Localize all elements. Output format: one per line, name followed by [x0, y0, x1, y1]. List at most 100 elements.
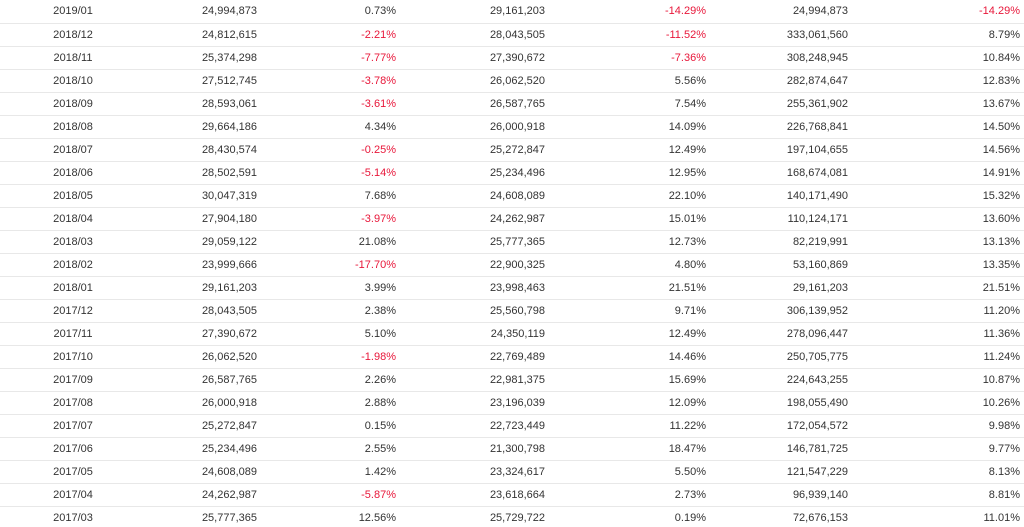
table-row: 2017/08 26,000,918 2.88% 23,196,039 12.09% 19… — [0, 391, 1024, 414]
month-cell: 2017/05 — [53, 465, 93, 478]
table-row: 2017/09 26,587,765 2.26% 22,981,375 15.69% 22… — [0, 368, 1024, 391]
change-2-cell: 4.80% — [674, 258, 706, 271]
value-1-cell: 28,430,574 — [201, 143, 257, 156]
change-3-cell: 9.98% — [988, 419, 1020, 432]
value-3-cell: 308,248,945 — [786, 51, 848, 64]
month-cell: 2017/12 — [53, 304, 93, 317]
table-row: 2018/06 28,502,591 -5.14% 25,234,496 12.95% 1… — [0, 161, 1024, 184]
change-2-cell: 15.01% — [668, 212, 706, 225]
change-3-cell: 8.81% — [988, 488, 1020, 501]
change-1-cell: -3.61% — [361, 97, 396, 110]
value-2-cell: 25,272,847 — [489, 143, 545, 156]
value-1-cell: 27,904,180 — [201, 212, 257, 225]
month-cell: 2019/01 — [53, 5, 93, 18]
value-2-cell: 21,300,798 — [489, 442, 545, 455]
change-1-cell: 2.55% — [364, 442, 396, 455]
change-2-cell: 2.73% — [674, 488, 706, 501]
month-cell: 2018/05 — [53, 189, 93, 202]
value-3-cell: 306,139,952 — [786, 304, 848, 317]
change-1-cell: 1.42% — [364, 465, 396, 478]
table-row: 2017/03 25,777,365 12.56% 25,729,722 0.19% 72… — [0, 506, 1024, 527]
change-3-cell: 13.67% — [982, 97, 1020, 110]
change-1-cell: -1.98% — [361, 350, 396, 363]
change-1-cell: 3.99% — [364, 281, 396, 294]
change-3-cell: 10.87% — [982, 373, 1020, 386]
change-1-cell: 12.56% — [358, 511, 396, 524]
change-2-cell: 15.69% — [668, 373, 706, 386]
change-3-cell: 9.77% — [988, 442, 1020, 455]
change-3-cell: 13.35% — [982, 258, 1020, 271]
change-3-cell: 14.50% — [982, 120, 1020, 133]
value-1-cell: 24,812,615 — [201, 28, 257, 41]
value-1-cell: 25,234,496 — [201, 442, 257, 455]
change-2-cell: -11.52% — [665, 28, 706, 41]
month-cell: 2017/09 — [53, 373, 93, 386]
table-row: 2019/01 24,994,873 0.73% 29,161,203 -14.29% 2… — [0, 0, 1024, 23]
table-row: 2018/02 23,999,666 -17.70% 22,900,325 4.80% 5… — [0, 253, 1024, 276]
change-1-cell: -3.78% — [361, 74, 396, 87]
value-2-cell: 23,324,617 — [489, 465, 545, 478]
month-cell: 2018/11 — [53, 51, 93, 64]
month-cell: 2017/10 — [53, 350, 93, 363]
month-cell: 2017/08 — [53, 396, 93, 409]
value-1-cell: 26,062,520 — [201, 350, 257, 363]
table-row: 2018/11 25,374,298 -7.77% 27,390,672 -7.36% 3… — [0, 46, 1024, 69]
value-3-cell: 29,161,203 — [792, 281, 848, 294]
month-cell: 2018/08 — [53, 120, 93, 133]
change-3-cell: 10.84% — [982, 51, 1020, 64]
value-2-cell: 25,729,722 — [489, 511, 545, 524]
value-2-cell: 22,981,375 — [489, 373, 545, 386]
change-1-cell: 21.08% — [358, 235, 396, 248]
change-1-cell: -2.21% — [361, 28, 396, 41]
change-1-cell: -3.97% — [361, 212, 396, 225]
table-row: 2017/11 27,390,672 5.10% 24,350,119 12.49% 27… — [0, 322, 1024, 345]
value-3-cell: 140,171,490 — [786, 189, 848, 202]
month-cell: 2017/03 — [53, 511, 93, 524]
value-2-cell: 26,062,520 — [489, 74, 545, 87]
change-1-cell: -5.14% — [361, 166, 396, 179]
value-1-cell: 29,161,203 — [201, 281, 257, 294]
month-cell: 2017/06 — [53, 442, 93, 455]
value-3-cell: 333,061,560 — [786, 28, 848, 41]
value-3-cell: 53,160,869 — [792, 258, 848, 271]
table-row: 2017/06 25,234,496 2.55% 21,300,798 18.47% 14… — [0, 437, 1024, 460]
value-3-cell: 197,104,655 — [786, 143, 848, 156]
table-row: 2018/09 28,593,061 -3.61% 26,587,765 7.54% 25… — [0, 92, 1024, 115]
value-1-cell: 28,043,505 — [201, 304, 257, 317]
change-2-cell: -7.36% — [671, 51, 706, 64]
value-3-cell: 168,674,081 — [786, 166, 848, 179]
change-2-cell: 5.50% — [674, 465, 706, 478]
change-2-cell: 12.49% — [668, 327, 706, 340]
change-1-cell: -0.25% — [361, 143, 396, 156]
change-1-cell: 4.34% — [364, 120, 396, 133]
month-cell: 2018/09 — [53, 97, 93, 110]
value-3-cell: 226,768,841 — [786, 120, 848, 133]
month-cell: 2018/03 — [53, 235, 93, 248]
change-2-cell: 12.09% — [668, 396, 706, 409]
table-row: 2018/07 28,430,574 -0.25% 25,272,847 12.49% 1… — [0, 138, 1024, 161]
value-2-cell: 23,196,039 — [489, 396, 545, 409]
table-row: 2018/03 29,059,122 21.08% 25,777,365 12.73% 8… — [0, 230, 1024, 253]
change-3-cell: 14.91% — [982, 166, 1020, 179]
change-3-cell: 14.56% — [982, 143, 1020, 156]
value-1-cell: 27,512,745 — [201, 74, 257, 87]
value-2-cell: 29,161,203 — [489, 5, 545, 18]
value-1-cell: 27,390,672 — [201, 327, 257, 340]
value-3-cell: 24,994,873 — [792, 5, 848, 18]
month-cell: 2018/04 — [53, 212, 93, 225]
value-1-cell: 24,608,089 — [201, 465, 257, 478]
value-2-cell: 22,769,489 — [489, 350, 545, 363]
month-cell: 2017/11 — [53, 327, 93, 340]
change-2-cell: 11.22% — [669, 419, 707, 432]
month-cell: 2018/07 — [53, 143, 93, 156]
value-1-cell: 25,777,365 — [201, 511, 257, 524]
change-2-cell: 18.47% — [668, 442, 706, 455]
change-3-cell: 11.24% — [983, 350, 1021, 363]
change-2-cell: 12.49% — [668, 143, 706, 156]
change-2-cell: 12.95% — [668, 166, 706, 179]
value-3-cell: 82,219,991 — [792, 235, 848, 248]
value-3-cell: 172,054,572 — [786, 419, 848, 432]
table-row: 2017/10 26,062,520 -1.98% 22,769,489 14.46% 2… — [0, 345, 1024, 368]
